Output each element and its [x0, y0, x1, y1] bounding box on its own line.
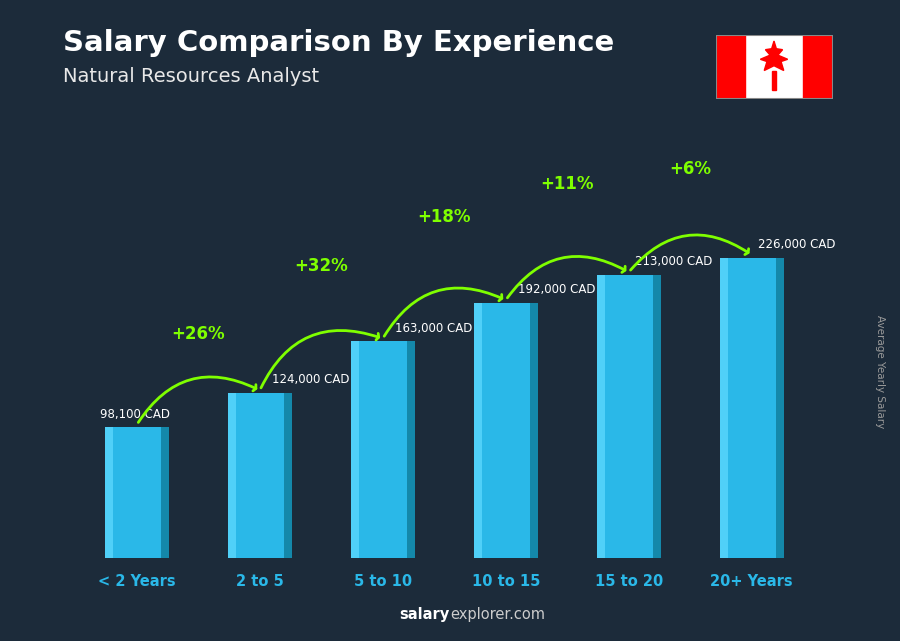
Bar [407, 341, 415, 558]
Text: 163,000 CAD: 163,000 CAD [395, 322, 473, 335]
Polygon shape [771, 71, 777, 90]
Text: salary: salary [400, 607, 450, 622]
Text: 226,000 CAD: 226,000 CAD [758, 238, 835, 251]
Text: +6%: +6% [670, 160, 711, 178]
Bar [351, 341, 415, 558]
Bar [228, 393, 236, 558]
Text: +18%: +18% [418, 208, 471, 226]
Bar [776, 258, 784, 558]
Bar [720, 258, 728, 558]
Text: Average Yearly Salary: Average Yearly Salary [875, 315, 885, 428]
Text: explorer.com: explorer.com [450, 607, 545, 622]
Polygon shape [760, 41, 788, 71]
Bar [104, 428, 169, 558]
Text: +11%: +11% [541, 174, 594, 192]
Bar [473, 303, 482, 558]
Text: +32%: +32% [294, 257, 348, 275]
Text: 98,100 CAD: 98,100 CAD [100, 408, 170, 420]
Bar [473, 303, 537, 558]
Bar [228, 393, 292, 558]
Bar [161, 428, 169, 558]
Text: 124,000 CAD: 124,000 CAD [272, 374, 349, 387]
Bar [803, 35, 833, 99]
Bar [284, 393, 292, 558]
Text: 192,000 CAD: 192,000 CAD [518, 283, 596, 296]
Bar [104, 428, 113, 558]
Bar [653, 275, 661, 558]
Bar [351, 341, 359, 558]
Text: 213,000 CAD: 213,000 CAD [634, 255, 712, 268]
Text: +26%: +26% [172, 324, 225, 342]
Bar [716, 35, 745, 99]
Text: Natural Resources Analyst: Natural Resources Analyst [63, 67, 320, 87]
Text: Salary Comparison By Experience: Salary Comparison By Experience [63, 29, 614, 57]
Bar [530, 303, 537, 558]
Bar [597, 275, 661, 558]
Bar [720, 258, 784, 558]
Bar [597, 275, 605, 558]
